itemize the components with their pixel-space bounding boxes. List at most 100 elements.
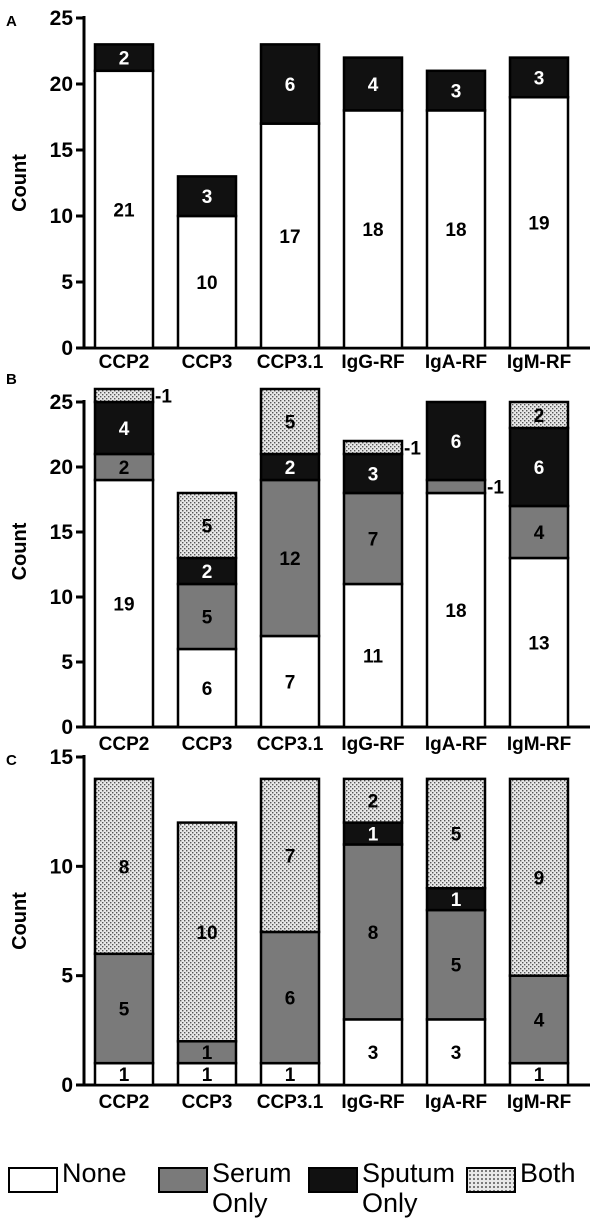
y-axis-label: Count (9, 522, 31, 580)
bar-both-igg-rf (342, 439, 404, 456)
data-label: 7 (285, 673, 296, 694)
data-label: 10 (196, 923, 217, 944)
y-tick-label: 10 (50, 205, 73, 228)
data-label: 18 (362, 220, 383, 241)
x-tick-label: IgA-RF (425, 1092, 487, 1113)
data-label: 4 (534, 523, 545, 544)
x-tick-label: IgG-RF (341, 352, 404, 373)
bar-sputum-only-ccp2 (93, 400, 155, 456)
x-tick-label: CCP2 (99, 734, 150, 755)
data-label: 2 (534, 406, 545, 427)
bar-serum-only-igm-rf (508, 504, 570, 560)
data-label: 2 (202, 562, 213, 583)
data-label: 4 (534, 1010, 545, 1031)
bar-serum-only-ccp3-1 (259, 478, 321, 638)
data-label: 21 (113, 200, 135, 221)
data-label: 5 (285, 413, 296, 434)
legend-item-both: Both (466, 1158, 576, 1193)
bar-serum-only-iga-rf (425, 908, 487, 1021)
data-label: -1 (155, 387, 172, 408)
legend-label-none: None (62, 1158, 127, 1188)
bar-both-ccp2 (93, 777, 155, 956)
x-tick-label: IgA-RF (425, 352, 487, 373)
data-label: 5 (451, 956, 462, 977)
data-label: 3 (451, 1043, 462, 1064)
data-label: 12 (279, 549, 300, 570)
legend-swatch-sputum-only (308, 1167, 358, 1193)
data-label: 1 (202, 1043, 213, 1064)
bar-none-ccp3-1 (259, 122, 321, 350)
y-tick-label: 20 (50, 73, 73, 96)
data-label: 19 (528, 214, 549, 235)
y-tick-label: 15 (50, 521, 74, 544)
bar-none-ccp2 (93, 69, 155, 350)
data-label: 9 (534, 868, 545, 889)
legend-label-both: Both (520, 1158, 576, 1188)
bar-serum-only-ccp3 (176, 582, 238, 651)
data-label: 4 (119, 419, 130, 440)
bar-serum-only-ccp2 (93, 452, 155, 482)
data-label: -1 (487, 478, 504, 499)
bar-both-igm-rf (508, 777, 570, 977)
bar-none-ccp3 (176, 214, 238, 350)
data-label: 6 (285, 75, 296, 96)
bar-none-iga-rf (425, 109, 487, 350)
y-axis-label: Count (9, 892, 31, 950)
data-label: 10 (196, 273, 217, 294)
y-tick-label: 10 (50, 855, 73, 878)
data-label: 3 (202, 187, 213, 208)
y-tick-label: 25 (50, 7, 74, 30)
x-tick-label: IgM-RF (507, 734, 571, 755)
bar-both-igm-rf (508, 400, 570, 430)
x-tick-label: CCP3.1 (257, 352, 324, 373)
panel-letter: B (6, 371, 17, 388)
data-label: -1 (404, 439, 421, 460)
data-label: 18 (445, 601, 466, 622)
legend-item-serum-only: Serum Only (158, 1158, 292, 1218)
panel-letter: A (6, 13, 17, 30)
x-tick-label: CCP2 (99, 352, 150, 373)
data-label: 6 (285, 989, 296, 1010)
legend-swatch-serum-only (158, 1167, 208, 1193)
bar-serum-only-ccp2 (93, 952, 155, 1065)
data-label: 7 (368, 530, 379, 551)
y-tick-label: 0 (61, 337, 73, 360)
legend-label-sputum-only: Sputum Only (362, 1158, 456, 1218)
y-tick-label: 0 (61, 716, 73, 739)
x-tick-label: IgG-RF (341, 1092, 404, 1113)
data-label: 5 (202, 608, 213, 629)
bar-none-igg-rf (342, 1018, 404, 1087)
panel-letter: C (6, 752, 17, 769)
bar-none-igm-rf (508, 556, 570, 729)
bar-both-igg-rf (342, 777, 404, 824)
legend: None Serum Only Sputum Only Both (0, 1158, 601, 1232)
data-label: 5 (451, 825, 462, 846)
data-label: 6 (451, 432, 462, 453)
legend-label-serum-only: Serum Only (212, 1158, 292, 1218)
bar-sputum-only-iga-rf (425, 400, 487, 482)
x-tick-label: CCP3.1 (257, 734, 324, 755)
data-label: 1 (451, 890, 462, 911)
data-label: 19 (113, 595, 134, 616)
x-tick-label: CCP3.1 (257, 1092, 324, 1113)
bar-sputum-only-ccp3-1 (259, 43, 321, 125)
bar-none-ccp3 (176, 647, 238, 729)
data-label: 8 (368, 923, 379, 944)
data-label: 1 (368, 825, 379, 846)
bar-sputum-only-igg-rf (342, 56, 404, 112)
bar-both-ccp3 (176, 491, 238, 560)
data-label: 6 (202, 679, 213, 700)
y-tick-label: 25 (50, 391, 74, 414)
y-tick-label: 0 (61, 1074, 73, 1097)
legend-item-sputum-only: Sputum Only (308, 1158, 455, 1218)
data-label: 3 (368, 465, 379, 486)
bar-both-ccp3-1 (259, 387, 321, 456)
y-tick-label: 5 (61, 965, 73, 988)
panel-b: BCount05101520251924-1CCP26525CCP371225C… (6, 371, 590, 755)
data-label: 7 (285, 846, 296, 867)
bar-both-ccp3 (176, 821, 238, 1043)
bar-sputum-only-iga-rf (425, 69, 487, 112)
legend-swatch-both (466, 1167, 516, 1193)
data-label: 11 (363, 647, 384, 668)
legend-item-none: None (8, 1158, 127, 1193)
